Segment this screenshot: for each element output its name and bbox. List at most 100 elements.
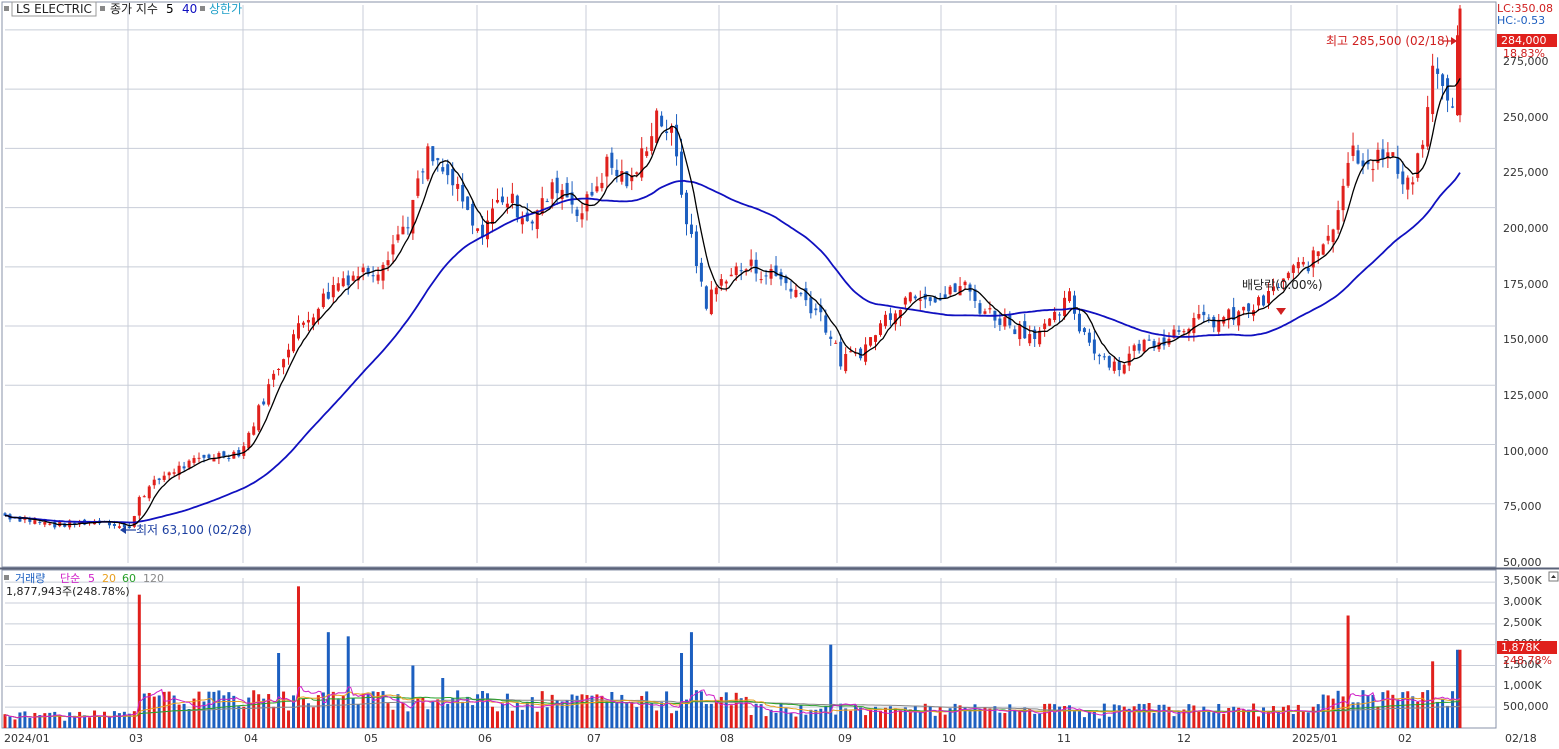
limit-label: 상한가 bbox=[209, 2, 242, 16]
candle-down bbox=[839, 341, 843, 367]
volume-tick-label: 1,500K bbox=[1503, 658, 1542, 671]
volume-bar-down bbox=[709, 703, 713, 728]
candle-down bbox=[366, 268, 370, 275]
volume-bar-down bbox=[1217, 703, 1221, 728]
volume-bar-down bbox=[1137, 703, 1141, 728]
candle-up bbox=[411, 199, 415, 234]
volume-bar-down bbox=[1033, 713, 1037, 728]
volume-bar-up bbox=[1266, 711, 1270, 728]
candle-up bbox=[849, 351, 853, 353]
candle-down bbox=[625, 171, 629, 187]
volume-bar-up bbox=[729, 705, 733, 728]
volume-bar-down bbox=[1356, 702, 1360, 728]
volume-bar-down bbox=[505, 693, 509, 728]
last-price-tag bbox=[1497, 34, 1557, 47]
candle-up bbox=[1411, 182, 1415, 185]
volume-bar-up bbox=[958, 705, 962, 728]
volume-bar-down bbox=[83, 715, 87, 728]
candle-up bbox=[1142, 339, 1146, 352]
candle-up bbox=[744, 269, 748, 271]
candle-up bbox=[247, 432, 251, 449]
volume-bar-down bbox=[232, 695, 236, 728]
date-tick-label: 06 bbox=[478, 732, 492, 745]
candle-down bbox=[1058, 314, 1062, 316]
candle-down bbox=[1441, 74, 1445, 86]
volume-bar-down bbox=[1426, 690, 1430, 728]
volume-legend-ma: 단순 bbox=[60, 572, 80, 585]
volume-bar-down bbox=[754, 703, 758, 728]
ma-short-line bbox=[5, 78, 1461, 527]
candle-up bbox=[217, 453, 221, 459]
volume-bar-down bbox=[645, 691, 649, 728]
date-tick-label: 07 bbox=[587, 732, 601, 745]
volume-bar-down bbox=[1102, 703, 1106, 728]
volume-bar-down bbox=[292, 695, 296, 728]
candle-up bbox=[709, 289, 713, 315]
volume-bar-up bbox=[421, 697, 425, 728]
volume-bar-down bbox=[620, 694, 624, 728]
candle-down bbox=[1023, 321, 1027, 339]
volume-bar-up bbox=[869, 709, 873, 728]
volume-bar-down bbox=[471, 705, 475, 728]
volume-bar-down bbox=[809, 709, 813, 728]
volume-bar-up bbox=[252, 690, 256, 728]
candle-up bbox=[192, 458, 196, 463]
volume-bar-down bbox=[1351, 702, 1355, 728]
volume-bar-down bbox=[1306, 712, 1310, 728]
candle-up bbox=[277, 368, 281, 370]
volume-bar-down bbox=[277, 653, 281, 728]
volume-bar-up bbox=[923, 703, 927, 728]
last-price-value: 284,000 bbox=[1501, 34, 1547, 47]
candle-down bbox=[694, 231, 698, 267]
volume-bar-down bbox=[326, 632, 330, 728]
volume-bar-down bbox=[1142, 704, 1146, 728]
volume-bar-down bbox=[202, 701, 206, 728]
candle-up bbox=[1391, 152, 1395, 156]
candle-down bbox=[421, 171, 425, 173]
volume-bar-up bbox=[630, 702, 634, 728]
volume-bar-up bbox=[749, 714, 753, 728]
volume-bar-down bbox=[1436, 701, 1440, 728]
candle-down bbox=[73, 522, 77, 524]
candle-up bbox=[719, 279, 723, 286]
symbol-box[interactable] bbox=[11, 1, 97, 17]
date-tick-label: 2025/01 bbox=[1292, 732, 1338, 745]
candle-down bbox=[1436, 68, 1440, 74]
volume-bar-up bbox=[734, 692, 738, 728]
candle-down bbox=[943, 294, 947, 299]
candle-down bbox=[1082, 328, 1086, 333]
price-grid bbox=[5, 5, 1496, 563]
candle-down bbox=[446, 164, 450, 176]
candle-up bbox=[918, 299, 922, 301]
candle-down bbox=[809, 297, 813, 314]
candle-down bbox=[431, 146, 435, 162]
candle-down bbox=[824, 315, 828, 333]
candle-down bbox=[998, 318, 1002, 325]
volume-bar-down bbox=[1232, 706, 1236, 728]
candle-up bbox=[311, 317, 315, 326]
price-tick-label: 125,000 bbox=[1503, 389, 1549, 402]
volume-bar-down bbox=[625, 702, 629, 728]
candle-up bbox=[620, 171, 624, 182]
candle-up bbox=[630, 175, 634, 182]
volume-bar-down bbox=[1038, 713, 1042, 728]
volume-bar-down bbox=[993, 706, 997, 728]
candle-up bbox=[486, 220, 490, 240]
candle-down bbox=[1137, 343, 1141, 351]
candle-up bbox=[1266, 290, 1270, 304]
candle-down bbox=[1102, 356, 1106, 358]
volume-bar-down bbox=[1087, 710, 1091, 728]
candle-down bbox=[1033, 329, 1037, 340]
date-tick-label: 09 bbox=[838, 732, 852, 745]
candle-up bbox=[1271, 286, 1275, 292]
candle-up bbox=[132, 515, 136, 527]
ma-short-label: 5 bbox=[166, 2, 174, 16]
volume-bar-up bbox=[1406, 691, 1410, 728]
volume-bar-up bbox=[102, 711, 106, 728]
candle-down bbox=[1013, 329, 1017, 335]
candle-up bbox=[58, 521, 62, 527]
volume-bar-down bbox=[1157, 704, 1161, 728]
volume-bar-down bbox=[903, 707, 907, 728]
volume-bar-down bbox=[1316, 704, 1320, 728]
